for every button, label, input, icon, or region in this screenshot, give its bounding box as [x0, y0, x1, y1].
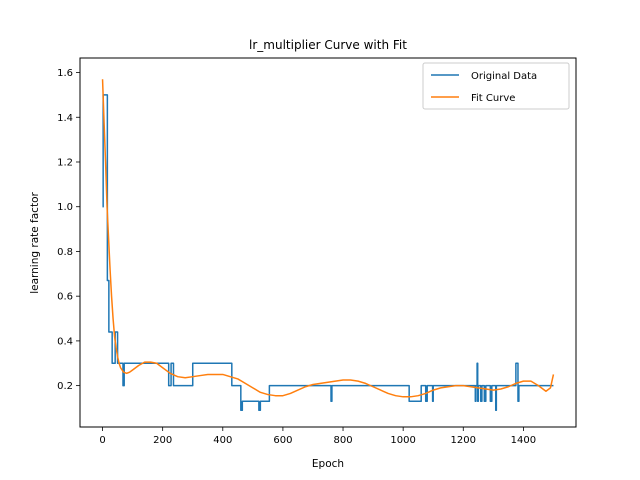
y-tick-label: 1.6: [57, 68, 73, 79]
y-tick-label: 1.0: [57, 202, 73, 213]
plot-frame: [79, 57, 577, 428]
legend-label-fit-curve: Fit Curve: [471, 93, 515, 104]
x-tick-label: 400: [213, 435, 232, 446]
y-axis-label: learning rate factor: [29, 192, 41, 294]
x-tick-label: 1200: [451, 435, 476, 446]
series-line-original-data: [102, 94, 554, 411]
plot-series: [101, 79, 555, 411]
legend: Original Data Fit Curve: [422, 62, 570, 110]
x-axis-label: Epoch: [312, 458, 344, 470]
chart-title: lr_multiplier Curve with Fit: [249, 38, 407, 52]
series-line-fit-curve: [101, 79, 555, 398]
y-axis-ticks: 0.2 0.4 0.6 0.8 1.0 1.2 1.4 1.6: [57, 68, 80, 392]
x-tick-label: 800: [333, 435, 352, 446]
x-tick-label: 600: [273, 435, 292, 446]
legend-label-original-data: Original Data: [471, 71, 537, 82]
x-tick-label: 1000: [390, 435, 415, 446]
y-tick-label: 0.4: [57, 336, 73, 347]
y-tick-label: 1.2: [57, 157, 73, 168]
y-tick-label: 1.4: [57, 113, 73, 124]
x-tick-label: 0: [99, 435, 105, 446]
x-axis-ticks: 0 200 400 600 800 1000 1200 1400: [99, 427, 536, 446]
x-tick-label: 200: [153, 435, 172, 446]
legend-box: [422, 62, 570, 110]
x-tick-label: 1400: [511, 435, 536, 446]
y-tick-label: 0.6: [57, 292, 73, 303]
y-tick-label: 0.8: [57, 247, 73, 258]
y-tick-label: 0.2: [57, 381, 73, 392]
